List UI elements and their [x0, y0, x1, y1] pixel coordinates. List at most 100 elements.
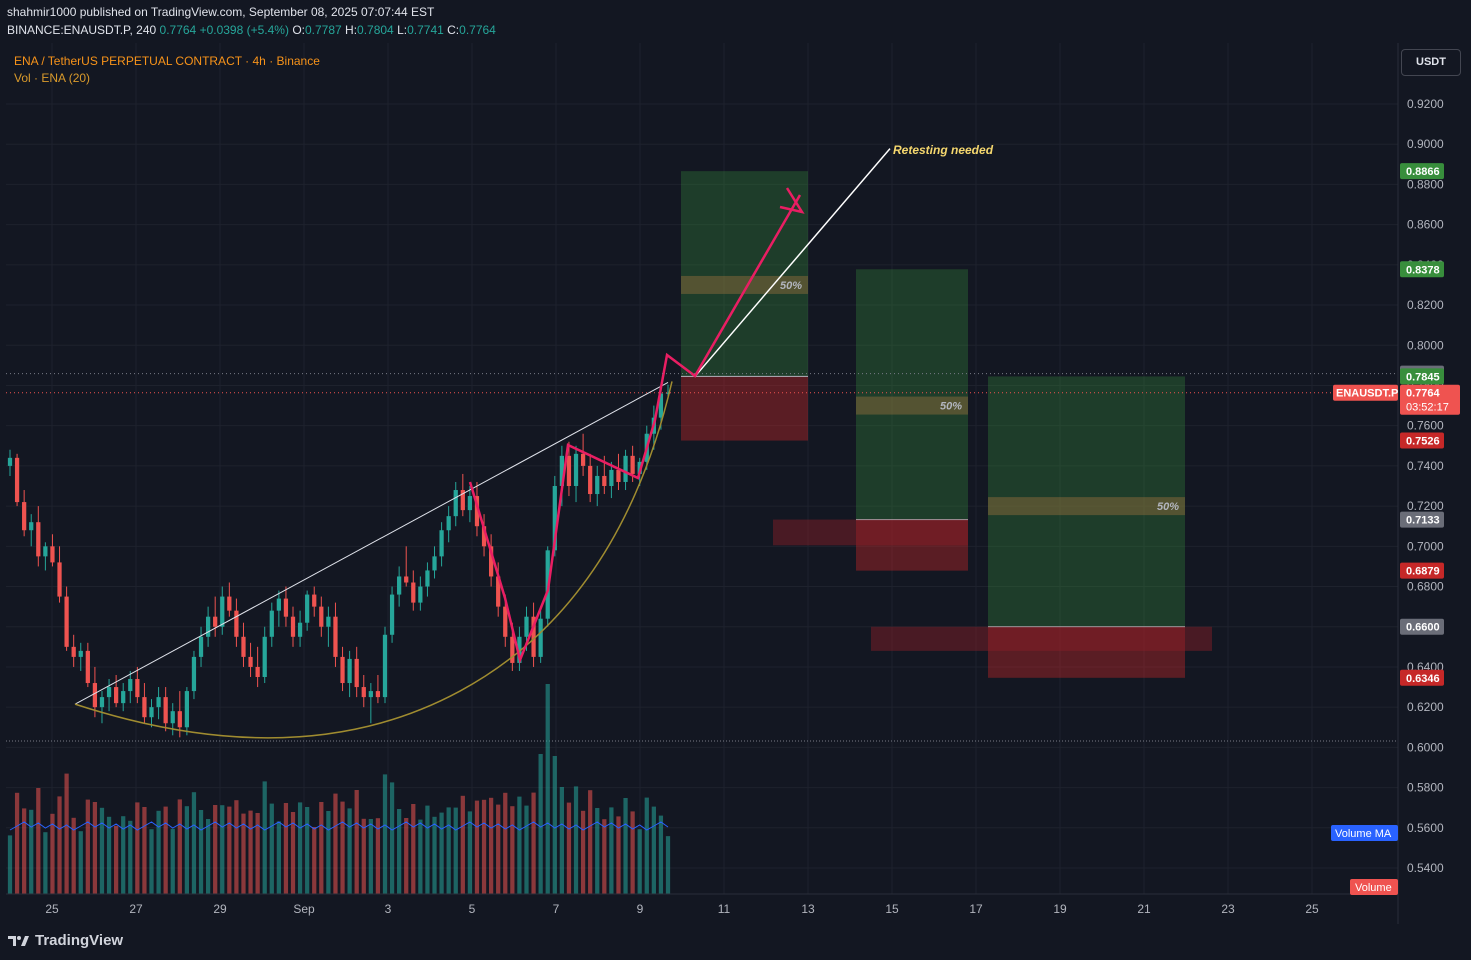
loss-zone	[856, 519, 968, 571]
volume-bar	[78, 831, 83, 894]
price-label-bg	[1400, 261, 1444, 278]
volume-bar	[170, 828, 175, 894]
volume-bar	[163, 806, 168, 894]
candle-body	[375, 691, 381, 698]
price-labels: 0.88660.83780.78590.78450.75260.71330.68…	[1331, 163, 1460, 895]
candle-body	[488, 546, 494, 577]
candle-body	[425, 570, 430, 587]
loss-zone	[681, 376, 808, 441]
volume-bar	[602, 819, 607, 894]
volume-bar	[517, 796, 522, 894]
candle-body	[460, 490, 465, 511]
candle-body	[241, 636, 246, 657]
candle-body	[248, 656, 253, 667]
volume-bar	[333, 793, 338, 894]
time-tick-label: 5	[469, 902, 476, 916]
volume-bar	[99, 807, 105, 894]
time-tick-label: 27	[129, 902, 143, 916]
volume-bar	[305, 807, 310, 894]
volume-bar	[397, 809, 402, 894]
candle-body	[559, 455, 564, 486]
price-label: 0.6346	[1406, 673, 1440, 685]
half-label: 50%	[1157, 501, 1179, 513]
volume-bar	[446, 807, 451, 894]
candle-body	[71, 646, 76, 657]
volume-bar	[36, 788, 41, 894]
volume-bar	[234, 800, 239, 894]
volume-bar	[14, 792, 20, 894]
candle-body	[580, 453, 586, 466]
symbol-legend[interactable]: ENA / TetherUS PERPETUAL CONTRACT · 4h ·…	[14, 54, 320, 68]
price-label: 0.6600	[1406, 622, 1440, 634]
price-tick-label: 0.8000	[1407, 338, 1444, 352]
candle-body	[524, 616, 529, 637]
candle-body	[121, 691, 126, 704]
time-tick-label: 13	[801, 902, 815, 916]
candle-body	[609, 469, 614, 486]
candle-body	[552, 486, 557, 551]
price-label: 0.8378	[1406, 264, 1440, 276]
candle-body	[149, 707, 154, 718]
symbol-label: BINANCE:ENAUSDT.P, 240	[7, 23, 157, 37]
volume-ma-line	[9, 821, 669, 831]
volume-bar	[276, 821, 281, 894]
candle-body	[630, 455, 635, 474]
price-change: +0.0398 (+5.4%)	[199, 23, 289, 37]
volume-bar	[658, 815, 664, 894]
projection-arrowhead	[779, 187, 805, 214]
volume-bar	[481, 799, 487, 894]
candle-body	[170, 711, 175, 724]
volume-bar	[651, 806, 656, 894]
candle-body	[411, 582, 416, 603]
candle-body	[418, 586, 423, 603]
volume-bar	[538, 754, 543, 894]
volume-legend[interactable]: Vol · ENA (20)	[14, 71, 91, 85]
volume-bar	[198, 810, 204, 894]
volume-bar	[57, 796, 62, 894]
volume-tag-bg	[1350, 879, 1398, 895]
volume-bar	[467, 811, 473, 894]
candle-body	[57, 562, 62, 597]
candle-body	[276, 598, 281, 611]
volume-bar	[432, 816, 437, 894]
tradingview-wordmark: TradingView	[35, 932, 124, 949]
volume-bar	[375, 818, 381, 894]
volume-bar	[665, 836, 671, 894]
price-tick-label: 0.8200	[1407, 298, 1444, 312]
candle-body	[474, 496, 480, 527]
volume-bar	[290, 812, 296, 894]
currency-button[interactable]: USDT	[1401, 49, 1461, 76]
volume-bar	[22, 808, 27, 894]
volume-bar	[531, 792, 536, 894]
volume-bar	[156, 810, 161, 894]
candle-body	[283, 598, 289, 617]
candle-body	[22, 502, 27, 531]
volume-bar	[488, 797, 494, 894]
volume-bar	[255, 813, 260, 894]
demand-zone	[773, 519, 968, 546]
volume-bar	[262, 781, 267, 894]
candle-body	[665, 392, 671, 394]
profit-zone	[856, 269, 968, 520]
candle-body	[255, 666, 260, 677]
time-tick-label: 25	[1305, 902, 1319, 916]
candle-body	[198, 636, 204, 657]
half-label: 50%	[940, 401, 962, 413]
volume-bar	[588, 790, 593, 894]
candle-body	[297, 622, 303, 637]
price-label-bg	[1400, 562, 1444, 579]
trend-drawings: Retesting needed	[6, 143, 1398, 739]
price-tick-label: 0.7000	[1407, 539, 1444, 553]
candle-body	[213, 616, 218, 627]
tradingview-logo[interactable]: TradingView	[8, 932, 123, 949]
volume-bar	[616, 816, 621, 894]
volume-bar	[135, 802, 140, 894]
volume-bar	[43, 832, 48, 894]
candle-body	[163, 697, 168, 724]
candle-body	[305, 594, 310, 623]
candle-body	[531, 616, 536, 657]
price-tick-label: 0.6800	[1407, 580, 1444, 594]
volume-bar	[347, 808, 352, 894]
current-price-bg	[1400, 384, 1460, 415]
